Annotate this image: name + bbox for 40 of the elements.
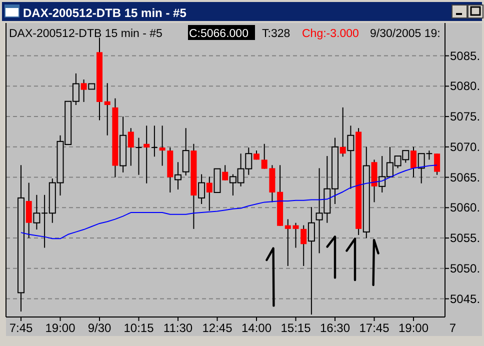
y-tick-label: 5050. — [450, 261, 480, 276]
candlestick — [292, 222, 299, 248]
y-tick-label: 5055. — [450, 231, 480, 246]
candlestick — [182, 128, 190, 176]
candlestick — [308, 206, 315, 316]
x-tick-label: 16:30 — [320, 321, 350, 335]
x-tick-label: 19:00 — [45, 321, 76, 335]
y-tick-label: 5075. — [450, 110, 480, 124]
candlestick — [284, 218, 291, 266]
candlestick — [135, 137, 142, 176]
annotation: T:328 — [262, 28, 290, 40]
x-tick-label: 7 — [449, 321, 456, 335]
candlestick — [347, 125, 354, 190]
y-tick-label: 5070. — [450, 140, 480, 154]
x-tick-label: 11:30 — [163, 321, 193, 335]
candlestick — [150, 125, 158, 158]
x-tick-label: 10:15 — [124, 321, 154, 335]
y-tick-label: 5060. — [450, 200, 480, 215]
y-tick-label: 5085. — [450, 48, 480, 63]
x-tick-label: 7:45 — [9, 321, 33, 335]
x-tick-label: 12:45 — [202, 321, 233, 335]
candlestick — [159, 125, 166, 166]
annotation: Chg:-3.000 — [302, 28, 359, 40]
x-tick-label: 9/30 — [88, 321, 112, 335]
candlestick — [214, 168, 221, 193]
y-tick-label: 5080. — [450, 79, 480, 94]
annotation: 9/30/2005 19: — [370, 28, 440, 40]
chart-title: DAX-200512-DTB 15 min - #5 — [23, 6, 187, 20]
x-tick-label: 14:00 — [241, 321, 272, 335]
annotation: DAX-200512-DTB 15 min - #5 — [9, 28, 162, 40]
y-tick-label: 5065. — [450, 170, 480, 184]
candlestick — [434, 153, 440, 176]
annotation: C:5066.000 — [189, 28, 248, 40]
y-tick-label: 5045. — [450, 292, 480, 306]
x-tick-label: 15:15 — [280, 321, 312, 335]
x-tick-label: 19:00 — [398, 321, 429, 335]
candlestick — [104, 82, 110, 136]
candlestick — [174, 162, 182, 190]
candlestick — [198, 174, 206, 205]
x-tick-label: 17:45 — [359, 321, 390, 335]
